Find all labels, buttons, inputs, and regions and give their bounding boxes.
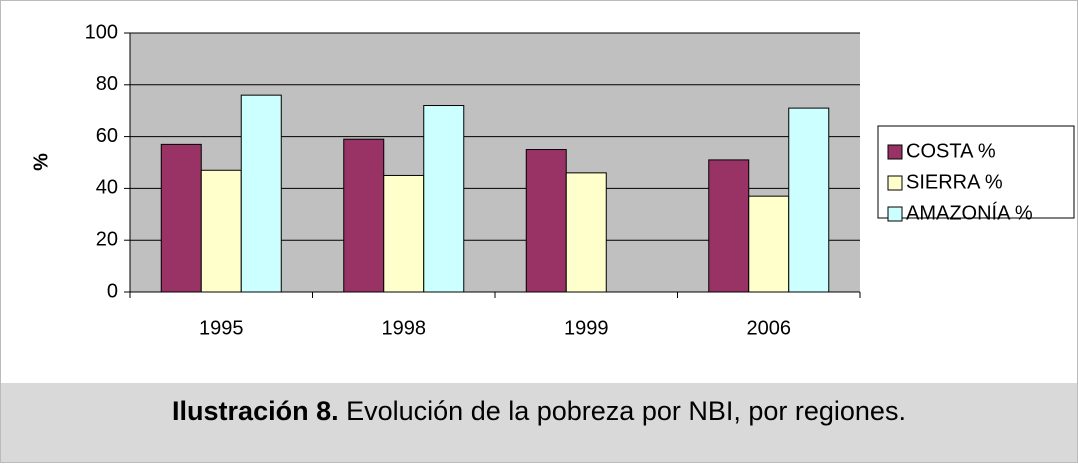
bar <box>200 169 242 293</box>
y-tick-label: 80 <box>96 73 118 95</box>
legend-label: SIERRA % <box>906 171 1003 193</box>
y-tick-label: 40 <box>96 177 118 199</box>
legend-swatch <box>887 175 903 191</box>
bar <box>383 174 425 293</box>
bar <box>788 107 830 293</box>
bar <box>343 138 385 293</box>
x-tick-label: 1998 <box>382 317 427 339</box>
bar <box>748 195 790 293</box>
caption-label: Ilustración 8. <box>172 396 339 426</box>
x-tick-label: 2006 <box>747 317 792 339</box>
bar <box>565 172 607 293</box>
x-tick-label: 1995 <box>199 317 244 339</box>
legend-label: AMAZONÍA % <box>906 201 1033 224</box>
chart: % 0 20 40 60 80 100 1995 1998 1999 2006 COSTA % SIE… <box>0 0 1078 384</box>
caption: Ilustración 8. Evolución de la pobreza p… <box>0 383 1078 463</box>
x-tick-label: 1999 <box>564 317 609 339</box>
legend-swatch <box>887 144 903 160</box>
y-axis-label: % <box>30 153 52 171</box>
bar <box>708 159 750 293</box>
y-tick-label: 100 <box>85 21 118 43</box>
caption-text: Evolución de la pobreza por NBI, por reg… <box>346 396 906 426</box>
legend-label: COSTA % <box>906 140 996 162</box>
bar <box>240 94 282 293</box>
bar <box>160 143 202 293</box>
y-tick-label: 60 <box>96 125 118 147</box>
y-tick-label: 20 <box>96 228 118 250</box>
legend <box>877 125 1075 219</box>
y-tick-label: 0 <box>107 280 118 302</box>
bar <box>423 105 465 293</box>
bar <box>525 149 567 293</box>
legend-swatch <box>887 206 903 222</box>
